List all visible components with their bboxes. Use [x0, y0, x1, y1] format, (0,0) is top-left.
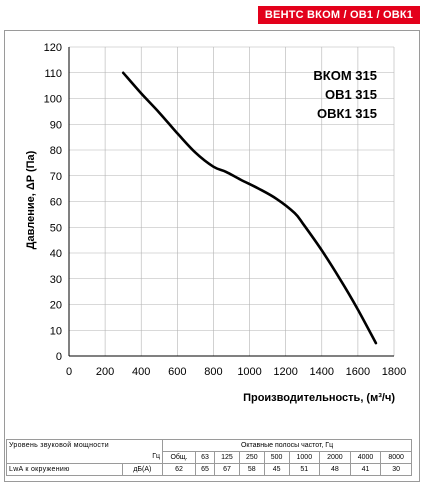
table-col-header: 250 [238, 451, 265, 464]
table-header-left: Уровень звуковой мощности [5, 439, 164, 452]
x-tick-label: 1600 [346, 366, 370, 378]
table-cell: 51 [288, 463, 321, 476]
y-tick-label: 100 [44, 94, 62, 106]
model-labels: ВКОМ 315 ОВ1 315 ОВК1 315 [313, 68, 377, 121]
fan-curve [121, 71, 378, 345]
table-col-header: Общ. [162, 451, 197, 464]
chart-axes [68, 47, 394, 357]
y-tick-label: 10 [50, 325, 62, 337]
table-cell: 45 [263, 463, 290, 476]
table-unit-hz: Гц [5, 451, 164, 464]
brand-banner: ВЕНТС ВКОМ / ОВ1 / ОВК1 [258, 6, 420, 24]
chart-curves [121, 71, 378, 345]
y-tick-label: 20 [50, 300, 62, 312]
y-tick-label: 90 [50, 119, 62, 131]
table-cell: 48 [319, 463, 351, 476]
table-cell: 58 [238, 463, 265, 476]
y-tick-label: 60 [50, 197, 62, 209]
table-col-header: 125 [214, 451, 240, 464]
y-tick-label: 110 [44, 68, 62, 80]
table-cell: 65 [195, 463, 216, 476]
table-header-right: Октавные полосы частот, Гц [162, 439, 412, 452]
x-tick-labels: 0 200 400 600 800 1000 1200 1400 1600 1800 [66, 366, 406, 378]
table-cell: 67 [214, 463, 240, 476]
x-tick-label: 1200 [273, 366, 297, 378]
model-label: ВКОМ 315 [313, 68, 377, 83]
table-cell: 30 [380, 463, 412, 476]
x-tick-label: 1400 [310, 366, 334, 378]
x-tick-label: 1800 [382, 366, 406, 378]
table-row-label: LwA к окружению [6, 463, 123, 476]
x-axis-label: Производительность, (м³/ч) [243, 392, 395, 404]
brand-label: ВЕНТС ВКОМ / ОВ1 / ОВК1 [264, 9, 414, 21]
chart-frame [4, 30, 420, 482]
x-tick-label: 1000 [237, 366, 261, 378]
x-tick-label: 200 [96, 366, 114, 378]
table-col-header: 63 [195, 451, 216, 464]
y-tick-label: 0 [56, 351, 62, 363]
y-tick-label: 70 [50, 171, 62, 183]
y-axis-label: Давление, ΔP (Па) [25, 150, 37, 249]
model-label: ОВК1 315 [317, 106, 377, 121]
y-tick-label: 30 [50, 274, 62, 286]
table-col-header: 1000 [288, 451, 321, 464]
x-tick-label: 800 [204, 366, 222, 378]
table-col-header: 8000 [380, 451, 412, 464]
y-tick-labels: 0 10 20 30 40 50 60 70 80 90 100 110 120 [44, 42, 62, 363]
y-tick-label: 80 [50, 145, 62, 157]
x-tick-label: 600 [168, 366, 186, 378]
sound-power-table: Уровень звуковой мощности Октавные полос… [5, 439, 412, 476]
table-col-header: 2000 [319, 451, 351, 464]
chart-grid [69, 46, 395, 356]
table-cell: 41 [349, 463, 382, 476]
y-tick-label: 120 [44, 42, 62, 54]
y-tick-label: 40 [50, 248, 62, 260]
x-tick-label: 400 [132, 366, 150, 378]
x-tick-label: 0 [66, 366, 72, 378]
model-label: ОВ1 315 [325, 87, 377, 102]
table-col-header: 4000 [349, 451, 382, 464]
y-tick-label: 50 [50, 222, 62, 234]
table-cell: 62 [162, 463, 197, 476]
table-unit-db: дБ(А) [121, 463, 164, 476]
table-col-header: 500 [263, 451, 290, 464]
